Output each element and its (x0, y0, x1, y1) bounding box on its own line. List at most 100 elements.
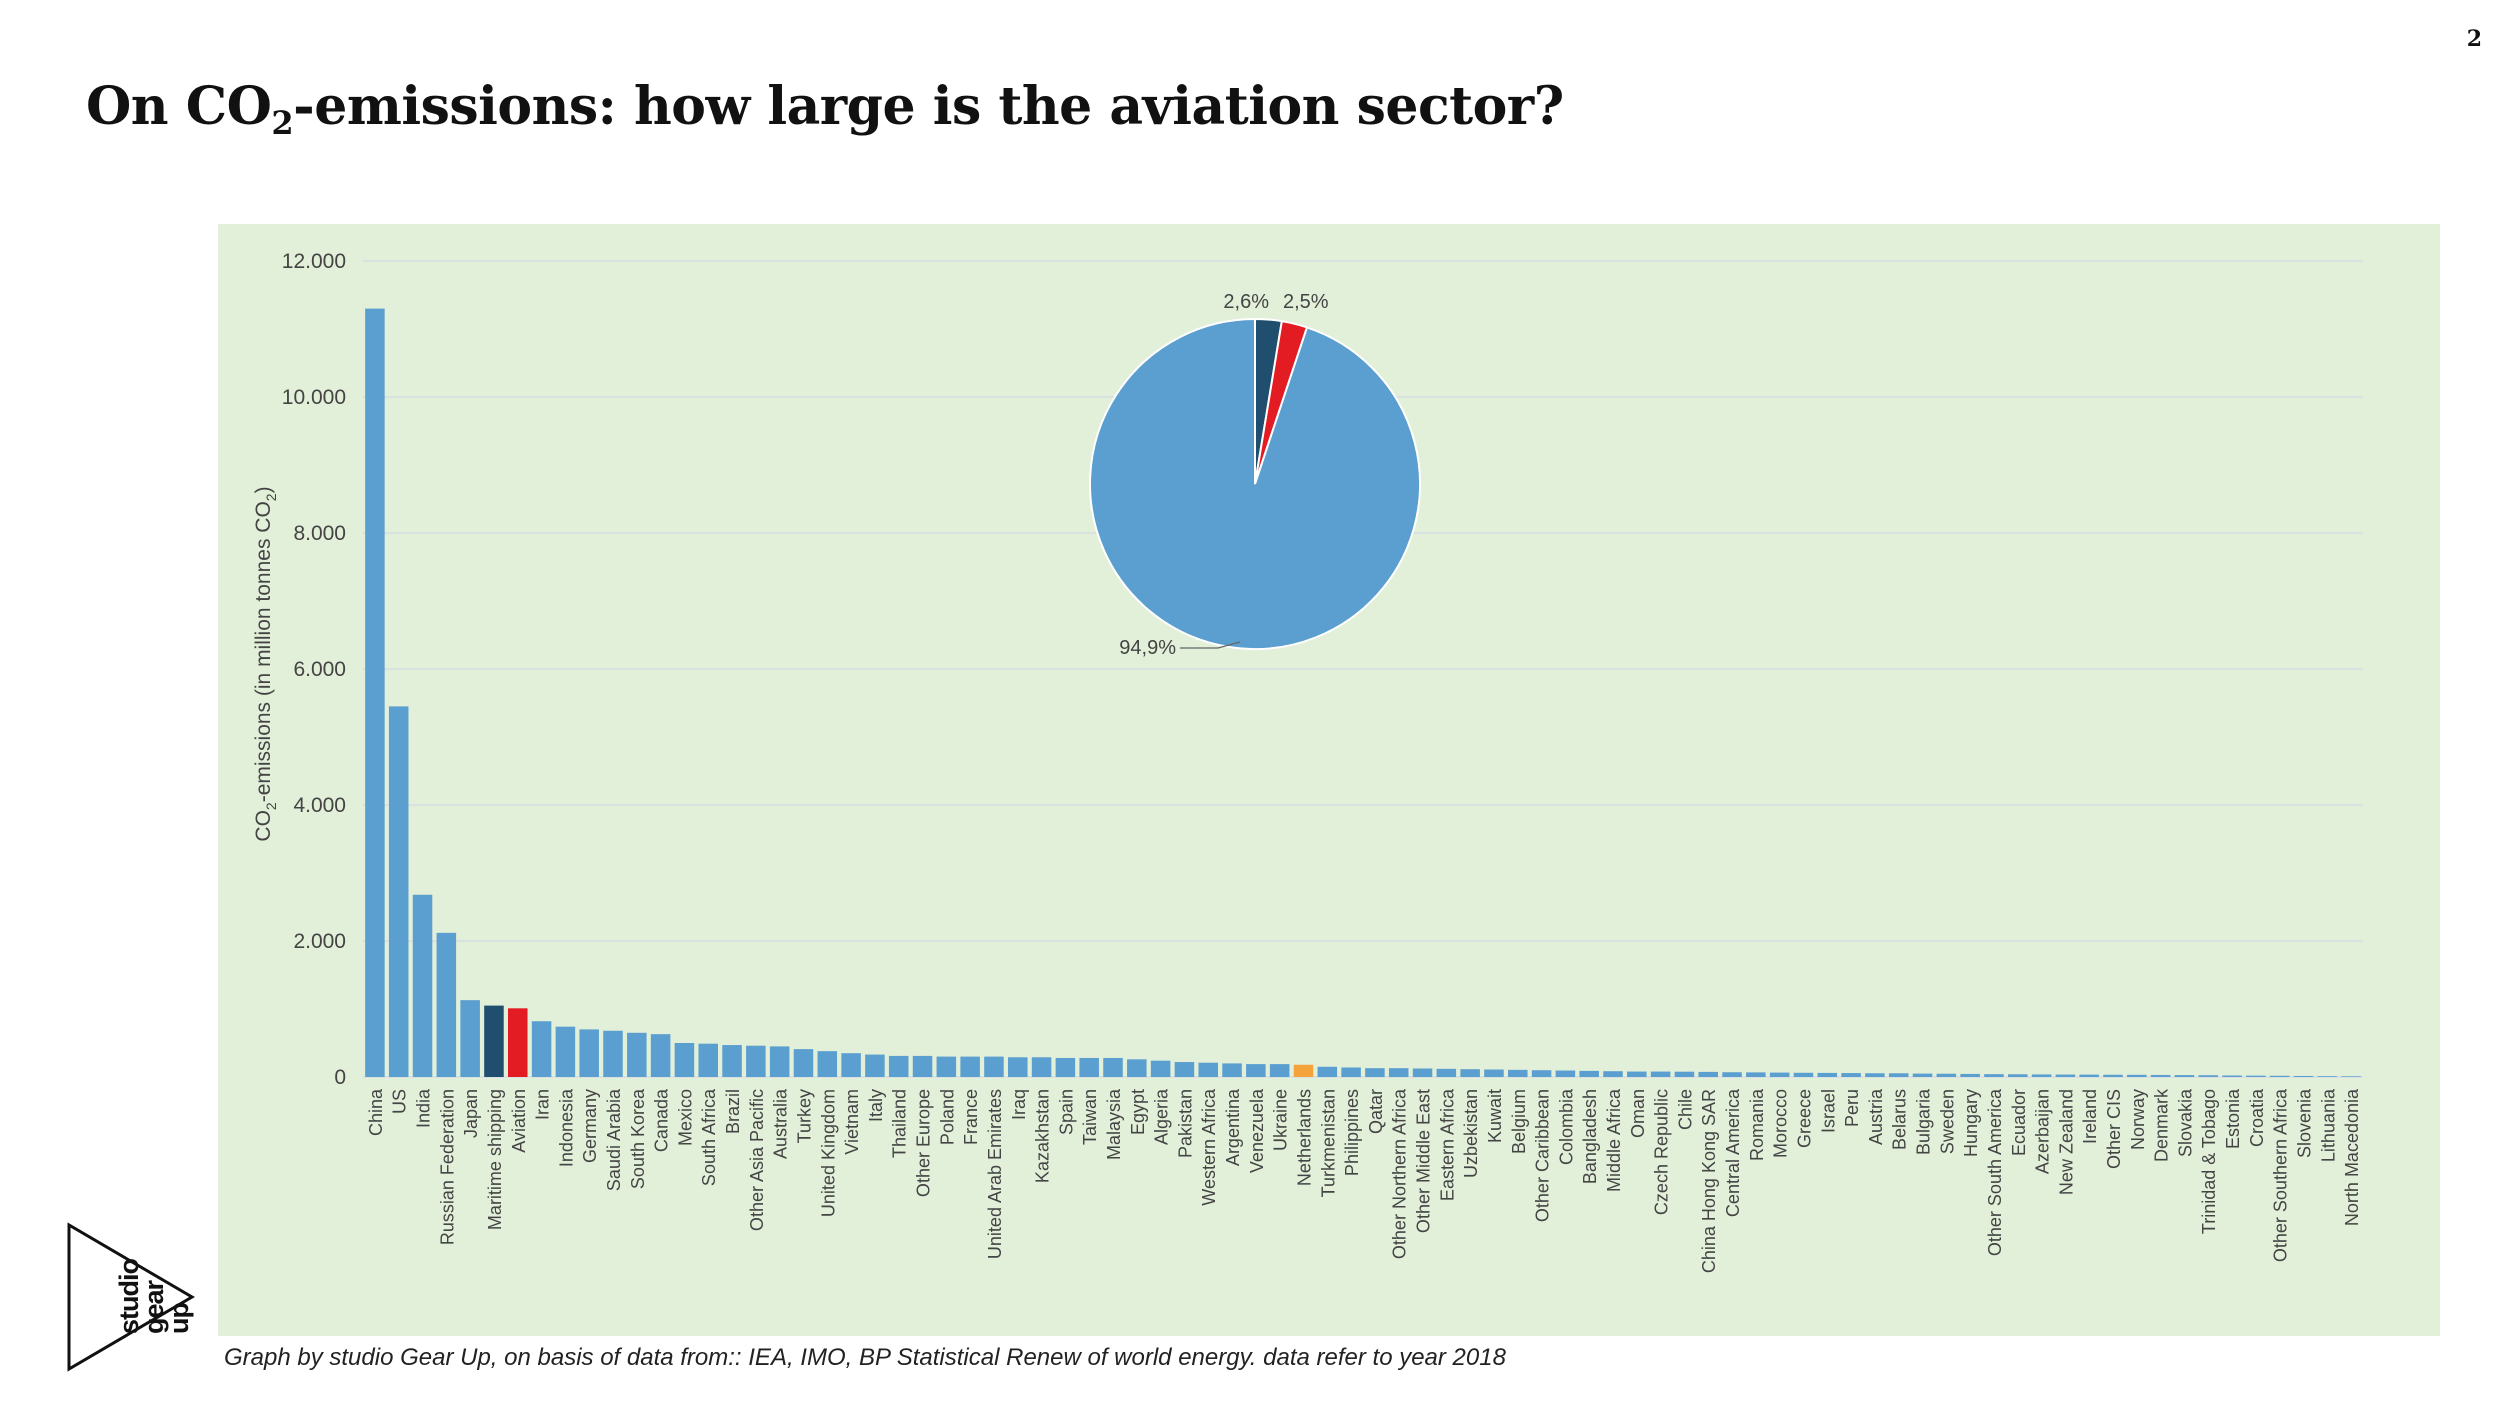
x-tick-label: South Africa (699, 1088, 719, 1186)
bar-vietnam (841, 1053, 861, 1077)
bar-venezuela (1246, 1064, 1266, 1077)
bar-other-south-america (1984, 1074, 2004, 1077)
x-tick-label: Bangladesh (1580, 1089, 1600, 1184)
bar-mexico (674, 1043, 695, 1077)
bar-other-middle-east (1412, 1068, 1433, 1077)
x-tick-label: Qatar (1366, 1089, 1386, 1134)
bar-estonia (2222, 1075, 2242, 1077)
x-tick-label: Western Africa (1199, 1088, 1219, 1206)
bar-italy (865, 1054, 885, 1077)
bar-indonesia (555, 1026, 576, 1077)
x-tick-label: North Macedonia (2342, 1088, 2362, 1226)
x-tick-label: India (414, 1088, 434, 1128)
x-tick-label: Lithuania (2318, 1088, 2338, 1162)
x-tick-label: US (390, 1089, 410, 1114)
pie-label: 2,5% (1283, 291, 1329, 313)
x-tick-label: Ireland (2080, 1089, 2100, 1144)
bar-hungary (1960, 1073, 1980, 1077)
source-caption: Graph by studio Gear Up, on basis of dat… (224, 1344, 1506, 1371)
bar-slovakia (2174, 1075, 2195, 1077)
bar-north-macedonia (2341, 1076, 2361, 1077)
x-tick-label: Indonesia (556, 1088, 576, 1167)
x-tick-label: Other Northern Africa (1390, 1088, 1410, 1259)
x-tick-label: Slovenia (2294, 1088, 2314, 1158)
bar-middle-africa (1603, 1071, 1623, 1077)
bar-ireland (2079, 1074, 2099, 1077)
bar-egypt (1127, 1059, 1147, 1077)
x-tick-label: Morocco (1771, 1089, 1791, 1158)
bar-philippines (1341, 1067, 1361, 1077)
bar-belarus (1888, 1073, 1909, 1077)
bar-china-hong-kong-sar (1698, 1071, 1718, 1077)
x-tick-label: Germany (580, 1089, 600, 1163)
bar-france (960, 1056, 980, 1077)
x-tick-label: Saudi Arabia (604, 1088, 624, 1191)
x-tick-label: Uzbekistan (1461, 1089, 1481, 1178)
x-tick-label: Iran (533, 1089, 553, 1120)
bar-us (388, 706, 409, 1077)
pie-label: 94,9% (1119, 637, 1176, 659)
slide-number: 2 (2466, 26, 2482, 52)
x-tick-label: Philippines (1342, 1089, 1362, 1176)
bar-bulgaria (1912, 1073, 1933, 1077)
bar-united-arab-emirates (984, 1056, 1004, 1077)
y-tick-label: 8.000 (293, 522, 346, 545)
x-tick-label: Maritime shipping (485, 1089, 505, 1230)
bar-malaysia (1103, 1057, 1123, 1077)
pie-label: 2,6% (1223, 291, 1269, 313)
x-tick-label: Bulgaria (1914, 1088, 1934, 1155)
y-tick-label: 2.000 (293, 930, 346, 953)
bar-taiwan (1079, 1057, 1099, 1077)
x-tick-label: China Hong Kong SAR (1699, 1089, 1719, 1273)
x-tick-label: Egypt (1128, 1089, 1148, 1135)
x-tick-label: Middle Africa (1604, 1088, 1624, 1192)
title-suffix: -emissions: how large is the aviation se… (293, 76, 1564, 137)
x-tick-label: Colombia (1556, 1088, 1576, 1165)
x-tick-label: Belarus (1890, 1089, 1910, 1150)
bar-central-america (1722, 1072, 1742, 1077)
bar-croatia (2246, 1075, 2266, 1077)
bar-india (412, 894, 433, 1077)
bar-oman (1627, 1071, 1647, 1077)
x-tick-label: Kuwait (1485, 1089, 1505, 1143)
x-tick-label: Vietnam (842, 1089, 862, 1155)
bar-new-zealand (2055, 1074, 2076, 1077)
bar-slovenia (2293, 1075, 2314, 1077)
x-tick-label: United Arab Emirates (985, 1089, 1005, 1259)
bar-western-africa (1198, 1062, 1218, 1077)
x-tick-label: Norway (2128, 1089, 2148, 1150)
bar-pakistan (1174, 1062, 1195, 1077)
bar-belgium (1508, 1069, 1528, 1077)
x-tick-label: Croatia (2247, 1088, 2267, 1147)
x-tick-label: Spain (1056, 1089, 1076, 1135)
x-tick-label: Other Southern Africa (2271, 1088, 2291, 1262)
bar-australia (769, 1046, 790, 1077)
bar-romania (1746, 1072, 1766, 1077)
bar-saudi-arabia (603, 1030, 623, 1077)
bar-brazil (722, 1045, 742, 1077)
x-tick-label: Romania (1747, 1088, 1767, 1161)
bar-china (365, 308, 385, 1078)
x-tick-label: South Korea (628, 1088, 648, 1189)
bar-other-caribbean (1531, 1070, 1552, 1077)
bar-argentina (1222, 1063, 1242, 1077)
bar-turkey (793, 1049, 814, 1077)
bars (365, 308, 2361, 1078)
title-subscript: 2 (271, 104, 294, 142)
bar-peru (1841, 1073, 1861, 1077)
bar-south-africa (698, 1043, 718, 1077)
x-tick-label: Estonia (2223, 1088, 2243, 1149)
bar-kuwait (1484, 1069, 1504, 1077)
x-tick-labels: China US India Russian Federation Japan Marit… (366, 1088, 2362, 1273)
bar-other-southern-africa (2269, 1075, 2290, 1077)
x-tick-label: Other CIS (2104, 1089, 2124, 1169)
bar-canada (650, 1034, 671, 1077)
x-tick-label: Pakistan (1175, 1089, 1195, 1158)
bar-iraq (1008, 1057, 1028, 1077)
x-tick-label: Aviation (509, 1089, 529, 1153)
bar-spain (1055, 1057, 1076, 1077)
pie-leader-line (1180, 641, 1241, 649)
x-tick-label: Venezuela (1247, 1088, 1267, 1173)
title-prefix: On CO (86, 76, 272, 137)
